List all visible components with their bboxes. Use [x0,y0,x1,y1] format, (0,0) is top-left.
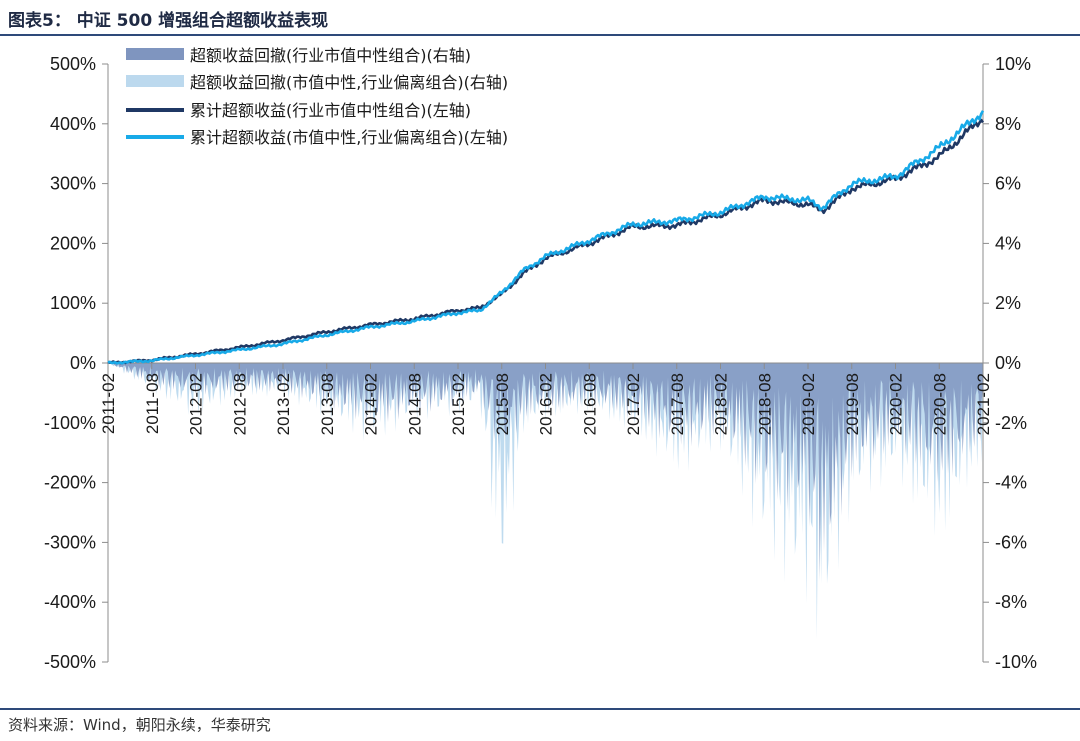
x-tick-label: 2011-08 [143,373,162,434]
left-tick-label: 400% [50,114,96,134]
x-tick-label: 2014-02 [362,373,381,435]
x-tick-label: 2021-02 [974,373,993,435]
cum-line-mv [107,110,985,365]
right-tick-label: 0% [995,353,1021,373]
x-tick-label: 2012-02 [187,373,206,435]
right-tick-label: 4% [995,233,1021,253]
x-tick-label: 2017-08 [668,373,687,435]
x-tick-label: 2016-08 [580,373,599,435]
right-tick-label: 8% [995,114,1021,134]
x-tick-label: 2014-08 [405,373,424,435]
left-tick-label: 300% [50,174,96,194]
drawdown-area-industry [108,363,983,581]
left-tick-label: 0% [70,353,96,373]
x-tick-label: 2013-08 [318,373,337,435]
legend: 超额收益回撤(行业市值中性组合)(右轴) 超额收益回撤(市值中性,行业偏离组合)… [126,46,508,147]
right-tick-label: 10% [995,54,1031,74]
right-tick-label: -4% [995,473,1027,493]
left-tick-label: -100% [44,413,96,433]
left-tick-label: -400% [44,592,96,612]
right-tick-label: -10% [995,652,1037,672]
left-tick-label: -300% [44,532,96,552]
left-tick-label: 200% [50,233,96,253]
x-tick-label: 2020-02 [887,373,906,435]
footer-divider [0,708,1080,710]
right-tick-label: -2% [995,413,1027,433]
x-tick-label: 2018-02 [712,373,731,435]
source-note: 资料来源：Wind，朝阳永续，华泰研究 [8,716,271,734]
legend-swatch-dd-mv [126,75,184,87]
left-tick-label: 100% [50,293,96,313]
x-tick-label: 2019-08 [843,373,862,435]
x-tick-label: 2015-08 [493,373,512,435]
x-tick-label: 2015-02 [449,373,468,435]
legend-label-cum-mv: 累计超额收益(市值中性,行业偏离组合)(左轴) [190,128,508,147]
title-divider [0,34,1080,36]
legend-label-dd-industry: 超额收益回撤(行业市值中性组合)(右轴) [190,46,471,65]
cumulative-lines [107,110,985,365]
right-tick-label: 6% [995,174,1021,194]
x-tick-label: 2017-02 [624,373,643,435]
chart-title: 图表5： 中证 500 增强组合超额收益表现 [8,11,329,31]
right-tick-label: 2% [995,293,1021,313]
legend-label-cum-industry: 累计超额收益(行业市值中性组合)(左轴) [190,101,471,120]
axes: -500% -400% -300% -200% -100% 0% 100% 200% 300% 4… [44,54,1037,672]
left-tick-label: 500% [50,54,96,74]
x-tick-label: 2016-02 [537,373,556,435]
left-tick-label: -200% [44,473,96,493]
right-tick-label: -8% [995,592,1027,612]
x-tick-label: 2020-08 [930,373,949,435]
drawdown-area-mv [108,363,983,640]
legend-swatch-dd-industry [126,48,184,60]
legend-label-dd-mv: 超额收益回撤(市值中性,行业偏离组合)(右轴) [190,73,508,92]
cum-line-industry [107,118,985,365]
x-tick-label: 2011-02 [99,373,118,434]
x-tick-label: 2018-08 [755,373,774,435]
right-tick-label: -6% [995,532,1027,552]
x-tick-label: 2012-08 [230,373,249,435]
x-tick-label: 2019-02 [799,373,818,435]
left-tick-label: -500% [44,652,96,672]
drawdown-areas [108,363,983,640]
x-tick-label: 2013-02 [274,373,293,435]
